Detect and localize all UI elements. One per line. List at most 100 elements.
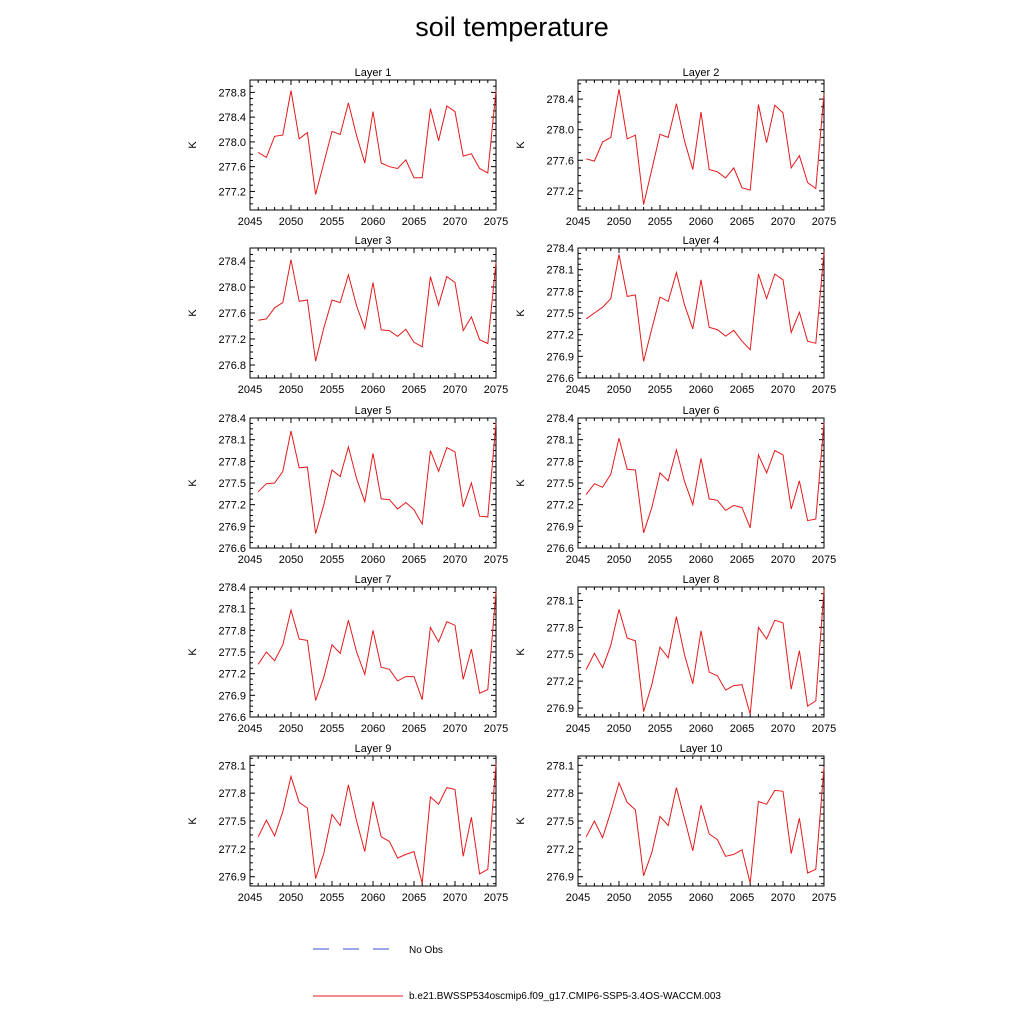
y-tick-label: 277.6 [546, 155, 574, 167]
x-tick-label: 2050 [607, 216, 631, 228]
x-tick-label: 2050 [607, 892, 631, 904]
x-tick-label: 2060 [689, 892, 713, 904]
x-tick-label: 2060 [361, 723, 385, 735]
x-tick-label: 2065 [402, 554, 426, 566]
y-tick-label: 277.2 [546, 676, 574, 688]
y-tick-label: 276.6 [218, 712, 246, 724]
y-tick-label: 277.2 [546, 330, 574, 342]
x-tick-label: 2045 [238, 892, 262, 904]
y-tick-label: 277.2 [546, 500, 574, 512]
x-tick-label: 2050 [279, 892, 303, 904]
x-tick-label: 2075 [484, 892, 508, 904]
x-tick-label: 2075 [484, 216, 508, 228]
y-tick-label: 277.5 [546, 649, 574, 661]
x-tick-label: 2050 [279, 723, 303, 735]
panel-title: Layer 2 [683, 67, 720, 79]
x-tick-label: 2075 [812, 384, 836, 396]
y-tick-label: 278.8 [218, 87, 246, 99]
x-tick-label: 2075 [812, 892, 836, 904]
y-tick-label: 278.0 [218, 282, 246, 294]
x-tick-label: 2060 [361, 892, 385, 904]
series-line-1 [585, 422, 825, 533]
plot-frame [577, 247, 825, 379]
y-tick-label: 277.6 [218, 162, 246, 174]
y-tick-label: 278.1 [546, 435, 574, 447]
chart-panel-4: Layer 4 2045 2050 2055 2060 2065 2070 2075 276.6… [515, 235, 836, 396]
y-tick-label: 278.1 [546, 760, 574, 772]
chart-panel-9: Layer 9 2045 2050 2055 2060 2065 2070 2075 276.9… [187, 743, 508, 904]
x-tick-label: 2065 [402, 723, 426, 735]
plot-frame [577, 79, 825, 211]
plot-frame [249, 79, 497, 211]
panel-title: Layer 6 [683, 405, 720, 417]
y-tick-label: 276.9 [546, 351, 574, 363]
y-tick-label: 277.5 [218, 647, 246, 659]
y-axis-label: K [515, 648, 527, 656]
x-tick-label: 2075 [812, 216, 836, 228]
y-tick-label: 278.4 [218, 112, 246, 124]
x-tick-label: 2075 [812, 723, 836, 735]
panel-title: Layer 4 [683, 235, 720, 247]
x-tick-label: 2055 [320, 554, 344, 566]
x-tick-label: 2060 [361, 384, 385, 396]
x-tick-label: 2070 [771, 892, 795, 904]
x-tick-label: 2045 [238, 723, 262, 735]
x-tick-label: 2060 [689, 723, 713, 735]
x-tick-label: 2070 [771, 216, 795, 228]
x-tick-label: 2075 [484, 723, 508, 735]
series-line-1 [257, 422, 497, 534]
y-tick-label: 277.5 [218, 478, 246, 490]
x-tick-label: 2050 [607, 384, 631, 396]
y-tick-label: 277.2 [218, 669, 246, 681]
series-line-1 [585, 767, 825, 884]
y-tick-label: 278.0 [546, 125, 574, 137]
y-tick-label: 276.6 [546, 373, 574, 385]
panel-title: Layer 10 [680, 743, 723, 755]
y-tick-label: 277.5 [546, 308, 574, 320]
y-tick-label: 277.8 [546, 456, 574, 468]
y-axis-label: K [515, 309, 527, 317]
y-tick-label: 278.1 [546, 595, 574, 607]
y-tick-label: 278.4 [218, 582, 246, 594]
x-tick-label: 2070 [443, 384, 467, 396]
y-tick-label: 276.6 [218, 543, 246, 555]
x-tick-label: 2055 [648, 723, 672, 735]
y-axis-label: K [187, 309, 199, 317]
y-tick-label: 277.8 [218, 456, 246, 468]
x-tick-label: 2055 [320, 216, 344, 228]
x-tick-label: 2045 [566, 892, 590, 904]
y-axis-label: K [515, 817, 527, 825]
x-tick-label: 2070 [771, 554, 795, 566]
x-tick-label: 2065 [402, 892, 426, 904]
page-title: soil temperature [415, 12, 609, 42]
x-tick-label: 2060 [689, 554, 713, 566]
y-tick-label: 276.9 [546, 521, 574, 533]
x-tick-label: 2070 [443, 723, 467, 735]
x-tick-label: 2050 [279, 554, 303, 566]
x-tick-label: 2055 [320, 892, 344, 904]
x-tick-label: 2065 [730, 384, 754, 396]
x-tick-label: 2070 [771, 384, 795, 396]
chart-panel-3: Layer 3 2045 2050 2055 2060 2065 2070 2075 276.8… [187, 235, 508, 396]
y-tick-label: 278.1 [218, 435, 246, 447]
panel-title: Layer 5 [355, 405, 392, 417]
series-line-1 [585, 589, 825, 715]
x-tick-label: 2050 [279, 384, 303, 396]
panel-title: Layer 3 [355, 235, 392, 247]
y-axis-label: K [187, 817, 199, 825]
x-tick-label: 2045 [566, 384, 590, 396]
y-tick-label: 277.8 [546, 788, 574, 800]
y-axis-label: K [187, 479, 199, 487]
x-tick-label: 2060 [361, 216, 385, 228]
y-tick-label: 276.9 [546, 703, 574, 715]
y-tick-label: 276.9 [218, 521, 246, 533]
x-tick-label: 2055 [320, 723, 344, 735]
y-tick-label: 277.6 [218, 308, 246, 320]
series-line-1 [257, 591, 497, 701]
panel-title: Layer 1 [355, 67, 392, 79]
y-tick-label: 278.1 [218, 760, 246, 772]
y-tick-label: 277.5 [218, 816, 246, 828]
y-tick-label: 278.4 [218, 256, 246, 268]
y-tick-label: 277.5 [546, 478, 574, 490]
x-tick-label: 2070 [771, 723, 795, 735]
